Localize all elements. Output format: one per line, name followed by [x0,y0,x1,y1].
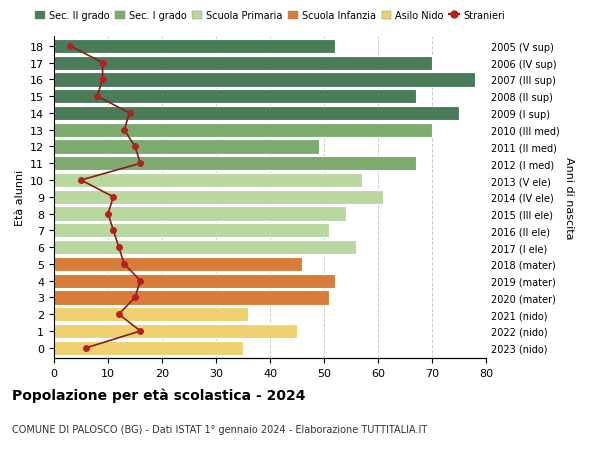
Bar [54,123,432,138]
Bar [54,274,335,288]
Y-axis label: Anni di nascita: Anni di nascita [563,156,574,239]
Text: Popolazione per età scolastica - 2024: Popolazione per età scolastica - 2024 [12,388,305,403]
Bar [54,241,356,255]
Bar [54,190,383,204]
Text: COMUNE DI PALOSCO (BG) - Dati ISTAT 1° gennaio 2024 - Elaborazione TUTTITALIA.IT: COMUNE DI PALOSCO (BG) - Dati ISTAT 1° g… [12,425,427,435]
Bar [54,140,319,154]
Bar [54,90,416,104]
Bar [54,341,243,355]
Legend: Sec. II grado, Sec. I grado, Scuola Primaria, Scuola Infanzia, Asilo Nido, Stran: Sec. II grado, Sec. I grado, Scuola Prim… [31,7,509,25]
Bar [54,39,335,54]
Bar [54,257,302,271]
Bar [54,106,459,121]
Bar [54,324,297,338]
Y-axis label: Età alunni: Età alunni [14,169,25,225]
Bar [54,174,362,188]
Bar [54,291,329,305]
Bar [54,56,432,71]
Bar [54,157,416,171]
Bar [54,308,248,322]
Bar [54,73,475,87]
Bar [54,224,329,238]
Bar [54,207,346,221]
